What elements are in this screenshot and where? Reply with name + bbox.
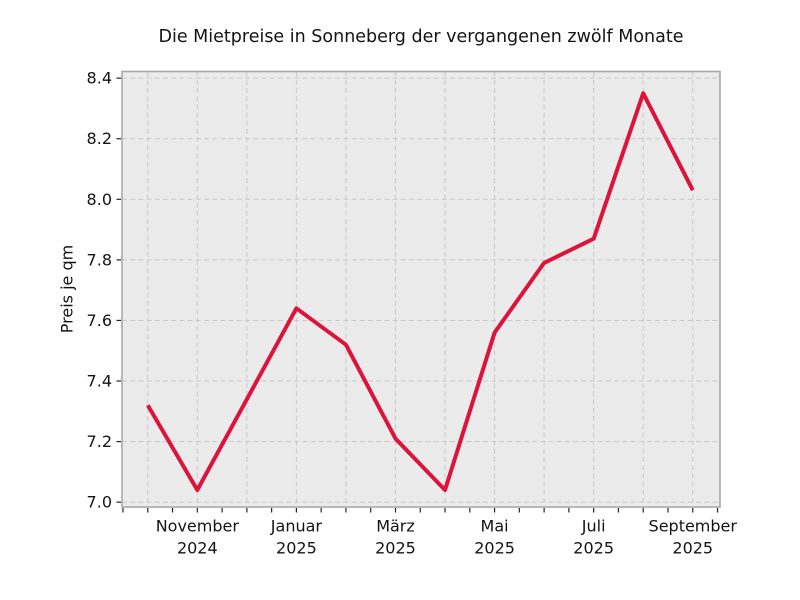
x-tick-label-month: Mai [481,517,509,536]
y-tick-label: 7.0 [87,493,112,512]
x-tick-label-year: 2025 [375,539,416,558]
plot-frame [121,70,721,508]
x-tick-label-year: 2025 [672,539,713,558]
x-tick-label-year: 2024 [177,539,218,558]
y-tick-label: 8.4 [87,69,112,88]
x-tick-label-year: 2025 [276,539,317,558]
y-tick-label: 7.2 [87,432,112,451]
chart-title: Die Mietpreise in Sonneberg der vergange… [158,27,684,47]
x-tick-label-month: September [649,517,738,536]
y-tick-label: 7.6 [87,311,112,330]
x-tick-label-year: 2025 [573,539,614,558]
y-tick-label: 7.8 [87,250,112,269]
y-tick-label: 7.4 [87,372,112,391]
x-tick-label-year: 2025 [474,539,515,558]
x-tick-label-month: November [156,517,240,536]
y-tick-label: 8.0 [87,190,112,209]
data-line-mietpreise [146,91,695,492]
x-tick-label-month: Januar [270,517,323,536]
x-tick-label-month: Juli [581,517,606,536]
plot-area [122,71,720,507]
y-tick-label: 8.2 [87,129,112,148]
x-tick-label-month: März [376,517,415,536]
